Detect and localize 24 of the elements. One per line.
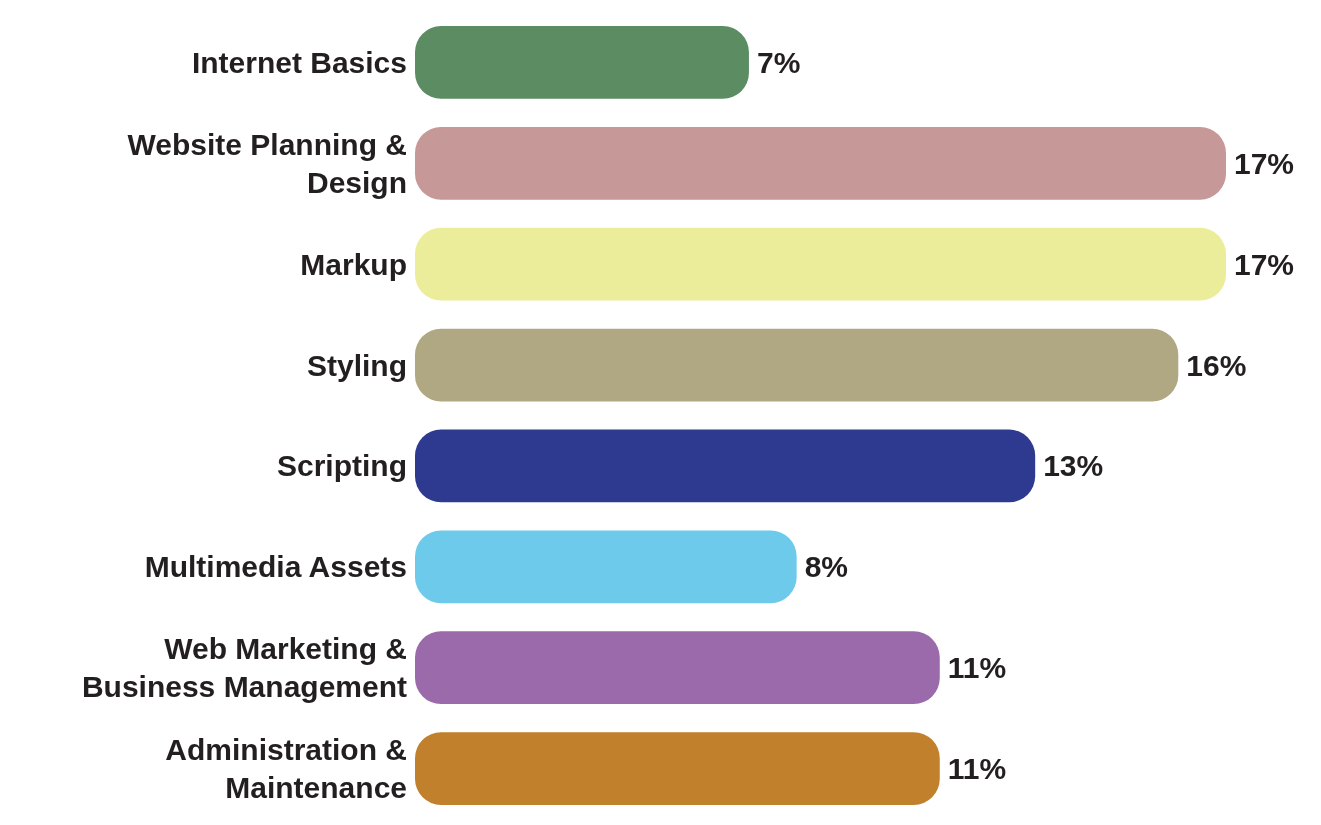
y-tick-label: Markup	[300, 247, 407, 281]
bar	[415, 631, 940, 704]
data-label: 17%	[1234, 247, 1295, 281]
bar	[415, 26, 749, 99]
bar	[415, 429, 1036, 503]
y-tick-label: Web Marketing & Business Management	[81, 632, 408, 704]
y-tick-label: Styling	[306, 348, 407, 382]
y-tick-label: Website Planning & Design	[127, 127, 407, 199]
data-label: 11%	[947, 752, 1007, 786]
y-tick-label: Scripting	[276, 449, 407, 483]
y-tick-label: Administration & Maintenance	[165, 733, 407, 805]
data-label: 7%	[756, 45, 801, 79]
y-tick-label: Internet Basics	[191, 45, 407, 79]
data-label: 17%	[1234, 146, 1295, 180]
bar	[415, 227, 1226, 301]
bar	[415, 328, 1179, 402]
bar	[415, 732, 940, 805]
data-label: 16%	[1186, 348, 1247, 382]
bar	[415, 530, 797, 604]
y-tick-label: Multimedia Assets	[144, 550, 407, 584]
data-label: 11%	[947, 651, 1007, 685]
bar	[415, 127, 1226, 200]
data-label: 8%	[804, 550, 849, 584]
data-label: 13%	[1043, 449, 1104, 483]
